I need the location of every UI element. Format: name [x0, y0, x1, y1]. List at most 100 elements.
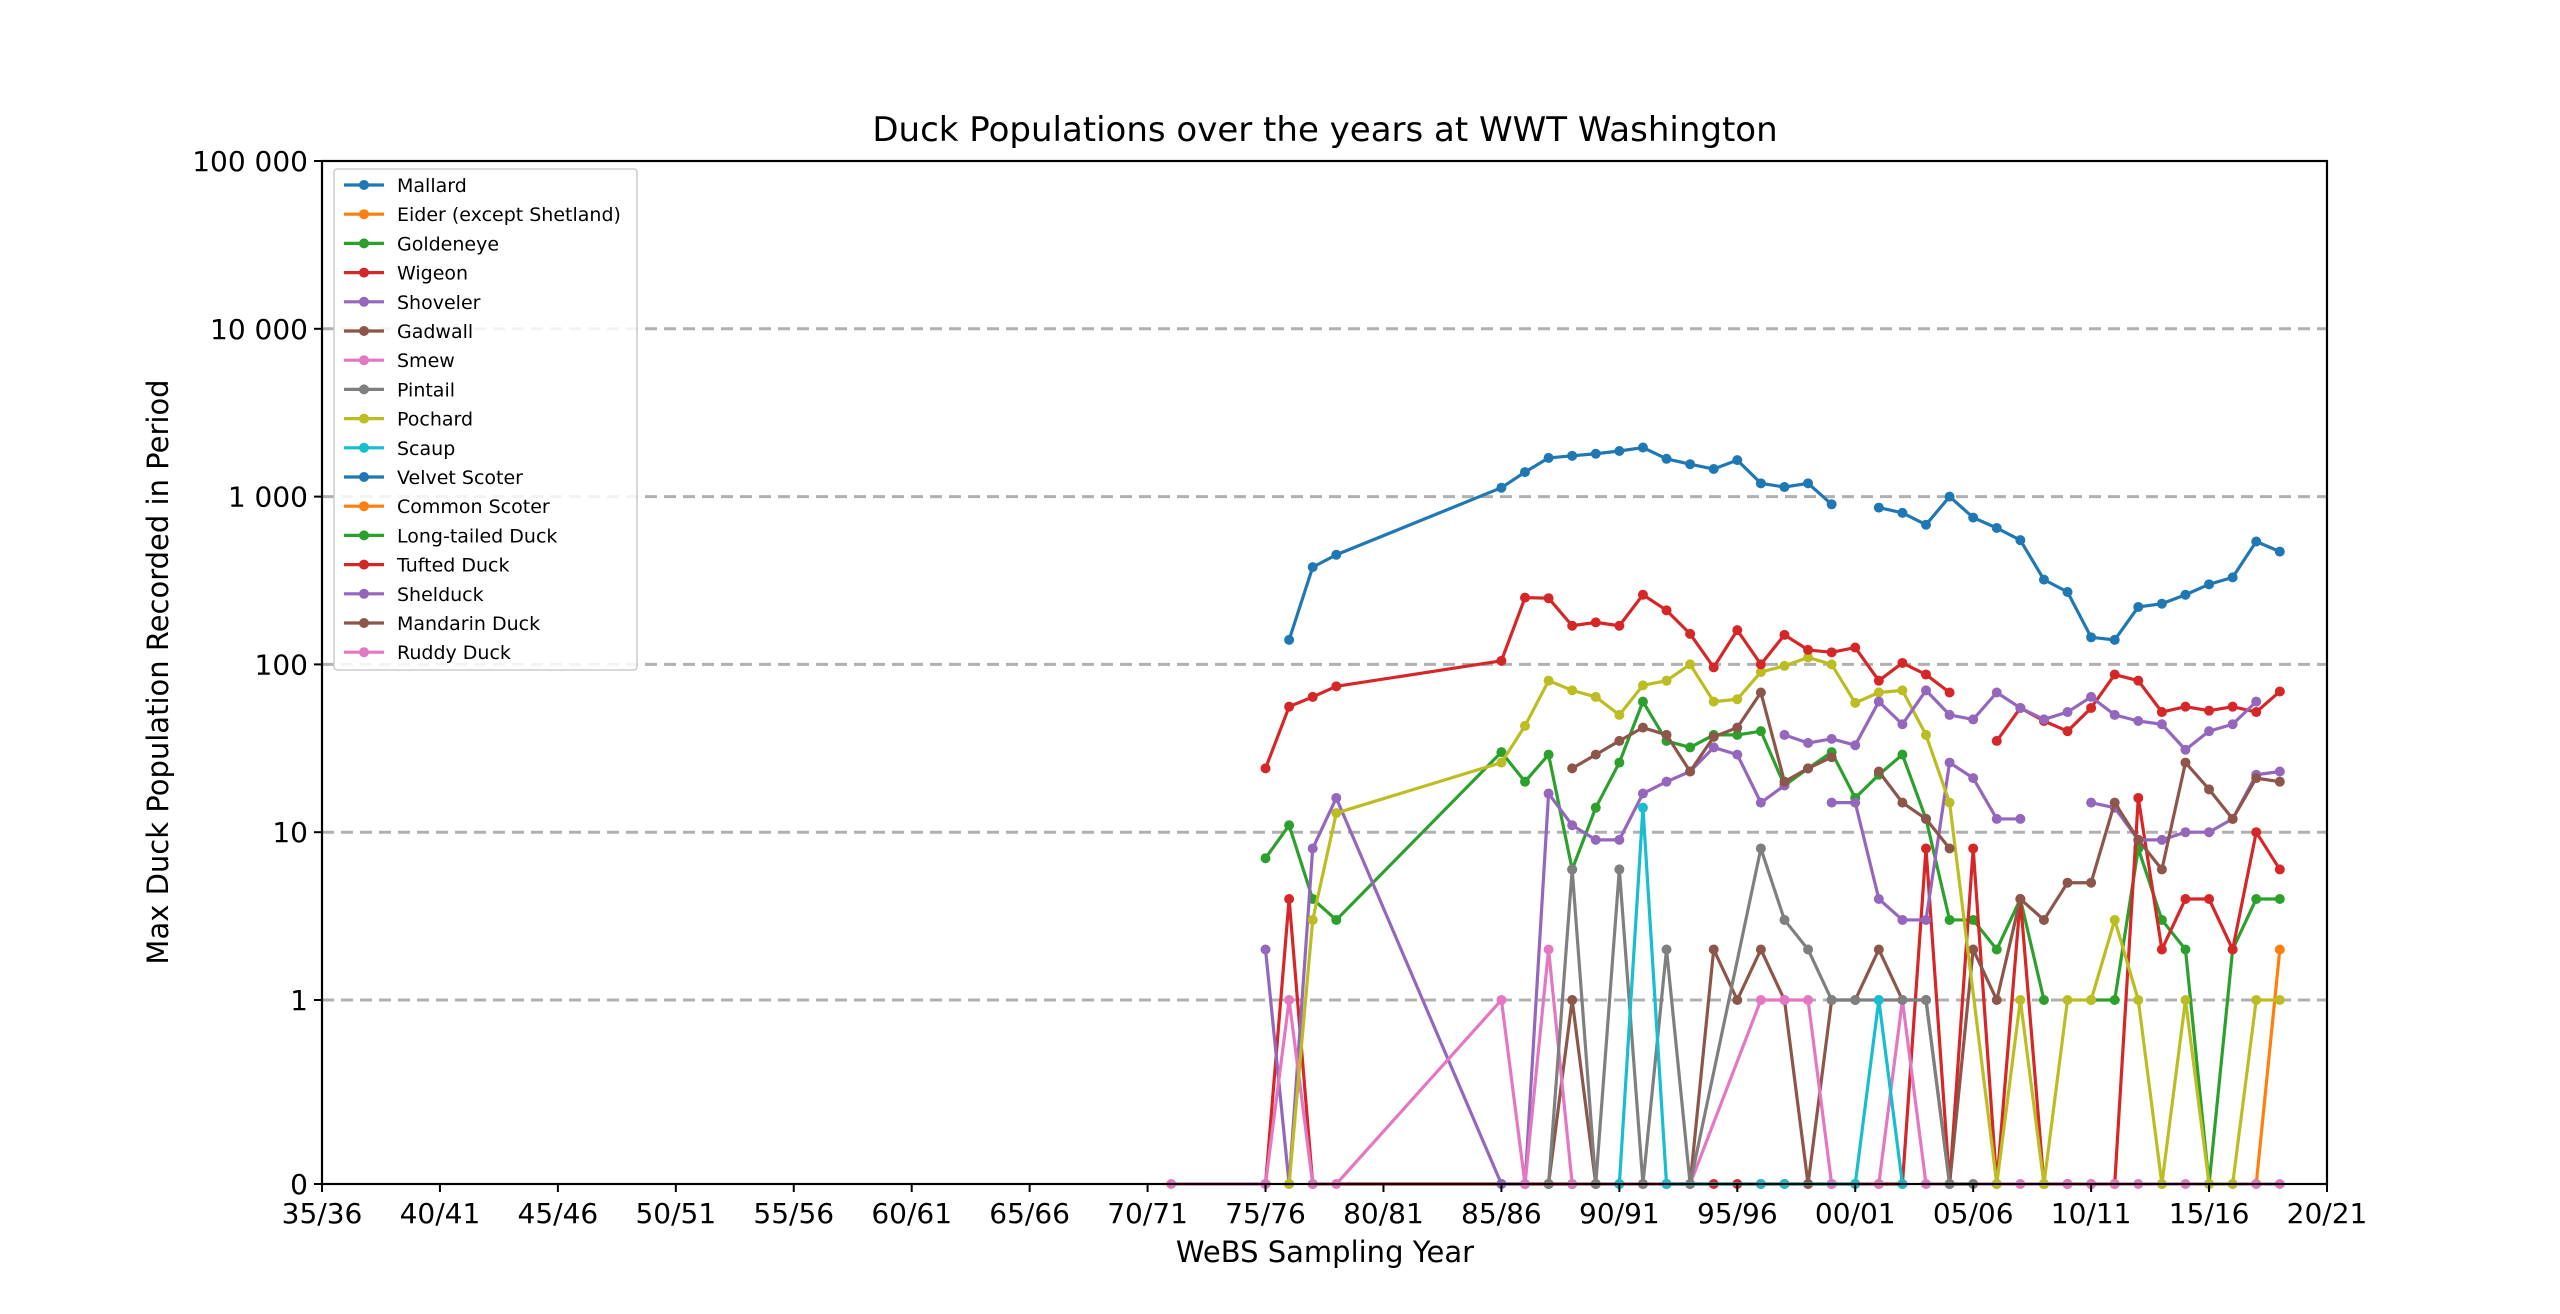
data-point — [2204, 827, 2215, 838]
x-tick-label: 50/51 — [635, 1197, 716, 1230]
data-point — [1496, 757, 1507, 768]
legend-label: Ruddy Duck — [397, 642, 511, 664]
data-point — [1897, 749, 1908, 760]
legend-label: Common Scoter — [397, 496, 550, 518]
data-point — [2086, 691, 2097, 702]
data-point — [1307, 562, 1318, 573]
data-point — [1921, 914, 1931, 925]
series-shoveler — [1260, 742, 2285, 1189]
data-point — [1873, 675, 1884, 686]
x-tick-label: 45/46 — [518, 1197, 599, 1230]
data-point — [1755, 843, 1766, 854]
data-point — [1307, 914, 1318, 925]
x-tick-label: 20/21 — [2287, 1197, 2368, 1230]
x-axis-ticks: 35/36 40/41 45/46 50/51 55/56 60/61 65/66 70/71… — [282, 1184, 2368, 1230]
data-point — [1260, 853, 1271, 864]
data-point — [1873, 687, 1884, 698]
legend-label: Scaup — [397, 438, 455, 460]
legend-label: Mallard — [397, 175, 467, 197]
data-point — [2038, 714, 2049, 725]
series-mallard — [1284, 442, 2285, 645]
data-point — [1826, 659, 1837, 670]
y-tick-label: 1 — [290, 984, 308, 1017]
data-point — [1567, 995, 1578, 1005]
data-point — [1991, 522, 2002, 533]
series-line — [1546, 846, 1974, 1186]
data-point — [1614, 620, 1625, 631]
data-point — [1331, 549, 1342, 560]
data-point — [1991, 735, 2002, 746]
data-point — [1873, 696, 1884, 707]
data-point — [1826, 797, 1837, 808]
data-point — [1921, 685, 1931, 696]
data-point — [1567, 620, 1578, 631]
data-point — [1732, 995, 1743, 1005]
data-point — [2180, 827, 2191, 838]
data-point — [1732, 625, 1743, 636]
data-point — [1661, 675, 1672, 686]
data-point — [1755, 687, 1766, 698]
legend-label: Eider (except Shetland) — [397, 204, 621, 226]
data-point — [1331, 808, 1342, 819]
series-goldeneye — [1260, 696, 2285, 1189]
data-point — [1873, 766, 1884, 777]
data-point — [1897, 507, 1908, 518]
data-point — [1944, 914, 1955, 925]
y-tick-label: 100 — [255, 648, 308, 681]
legend-marker — [359, 238, 369, 249]
x-tick-label: 90/91 — [1579, 1197, 1660, 1230]
data-point — [2251, 773, 2262, 784]
data-point — [1968, 843, 1979, 854]
data-point — [1543, 749, 1554, 760]
data-point — [2180, 589, 2191, 600]
legend-marker — [359, 442, 369, 453]
legend-label: Long-tailed Duck — [397, 525, 557, 547]
chart-title: Duck Populations over the years at WWT W… — [872, 110, 1777, 150]
x-tick-label: 75/76 — [1225, 1197, 1306, 1230]
data-point — [1543, 593, 1554, 604]
data-point — [1873, 502, 1884, 513]
x-tick-label: 60/61 — [871, 1197, 952, 1230]
data-point — [1637, 589, 1648, 600]
legend-marker — [359, 530, 369, 541]
data-point — [2227, 572, 2238, 583]
data-point — [1944, 843, 1955, 854]
data-point — [1614, 757, 1625, 768]
data-point — [2251, 707, 2262, 718]
data-point — [2180, 893, 2191, 904]
data-point — [2274, 766, 2285, 777]
data-point — [1260, 763, 1271, 774]
data-point — [1708, 464, 1719, 475]
data-point — [1590, 834, 1601, 845]
data-point — [1873, 893, 1884, 904]
data-point — [2133, 675, 2144, 686]
data-point — [1614, 735, 1625, 746]
data-point — [2156, 719, 2167, 730]
data-point — [1897, 914, 1908, 925]
data-point — [1543, 452, 1554, 463]
data-point — [2038, 574, 2049, 585]
data-point — [1614, 864, 1625, 875]
data-point — [1755, 797, 1766, 808]
data-point — [1637, 680, 1648, 691]
data-point — [1991, 944, 2002, 955]
data-point — [1661, 944, 1672, 955]
data-point — [1543, 675, 1554, 686]
series-line — [1264, 593, 1951, 769]
data-point — [1661, 453, 1672, 464]
data-point — [2180, 744, 2191, 755]
data-point — [2251, 893, 2262, 904]
series-line — [2254, 949, 2282, 1185]
data-point — [2274, 776, 2285, 787]
data-point — [1779, 660, 1790, 671]
data-point — [1520, 592, 1530, 603]
data-point — [2274, 944, 2285, 955]
data-point — [2156, 944, 2167, 955]
data-point — [1637, 696, 1648, 707]
data-point — [1850, 697, 1861, 708]
legend-marker — [359, 647, 369, 658]
data-point — [1968, 944, 1979, 955]
data-point — [1803, 644, 1814, 655]
data-point — [1850, 995, 1861, 1005]
